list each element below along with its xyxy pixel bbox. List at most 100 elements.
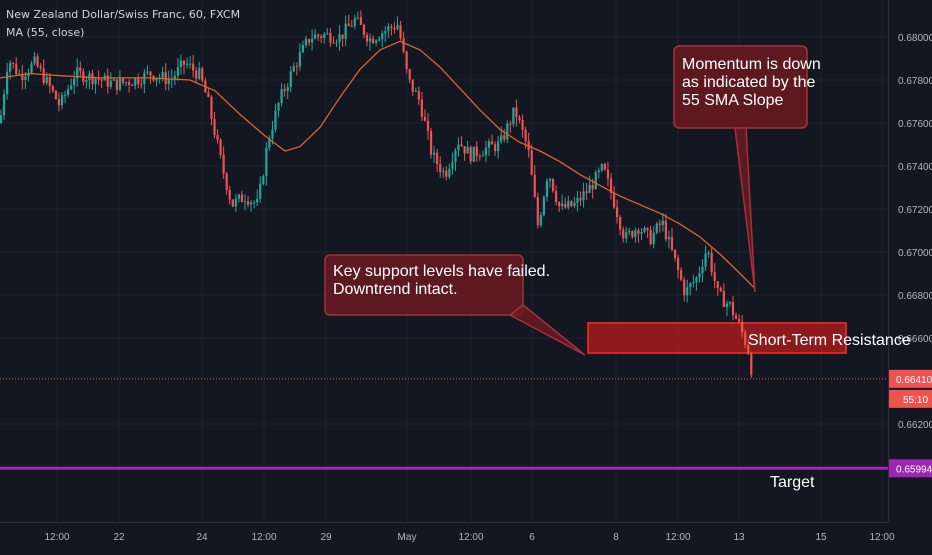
candle-body [189, 63, 192, 65]
candle-body [219, 139, 222, 155]
candle-body [368, 38, 372, 42]
candle-body [405, 51, 408, 70]
candle-body [594, 172, 597, 190]
candle-body [326, 32, 329, 34]
candle-body [652, 232, 655, 245]
target-label: Target [770, 474, 815, 491]
candle-body [402, 38, 405, 52]
candle-body [521, 119, 524, 130]
candle-body [567, 200, 570, 208]
support-line-2: Downtrend intact. [333, 281, 458, 298]
candle-body [625, 232, 628, 239]
candle-body [91, 73, 94, 85]
candle-body [710, 252, 713, 273]
momentum-callout-pointer [734, 127, 756, 293]
candle-body [73, 78, 76, 86]
candle-body [137, 78, 140, 85]
candle-body [698, 273, 701, 278]
candle-body [536, 197, 539, 226]
candle-body [744, 332, 747, 345]
candle-body [124, 82, 128, 84]
candle-body [112, 79, 115, 81]
candle-body [570, 200, 573, 206]
candle-body [314, 34, 317, 39]
candle-body [542, 196, 545, 216]
candle-body [63, 95, 67, 97]
candle-body [344, 23, 347, 39]
candle-body [88, 73, 91, 80]
candle-body [646, 228, 649, 230]
candle-body [670, 236, 674, 250]
candle-body [518, 117, 521, 120]
price-tick-label: 0.67200 [898, 205, 932, 216]
candle-body [634, 230, 637, 238]
candle-body [280, 89, 283, 104]
candle-body [289, 71, 292, 87]
time-tick-label: 15 [815, 532, 827, 543]
candle-body [582, 191, 585, 201]
candle-body [231, 199, 234, 207]
candle-body [701, 266, 704, 274]
time-tick-label: 24 [196, 532, 208, 543]
candle-body [301, 45, 305, 53]
candle-body [631, 231, 634, 238]
candle-body [42, 68, 45, 84]
candle-body [304, 39, 308, 46]
price-tick-label: 0.67800 [898, 76, 932, 87]
candle-body [686, 287, 689, 296]
candle-body [311, 38, 314, 43]
price-tick-label: 0.66600 [898, 334, 932, 345]
candle-body [375, 40, 378, 44]
candle-body [216, 135, 219, 140]
candle-body [463, 146, 466, 154]
countdown-badge [889, 389, 932, 408]
candle-body [173, 75, 176, 79]
candle-body [731, 302, 735, 316]
candle-body [494, 144, 497, 152]
candle-body [323, 33, 326, 39]
candle-body [155, 78, 158, 81]
indicator-label[interactable]: MA (55, close) [6, 26, 85, 39]
candle-body [600, 164, 603, 171]
candle-body [500, 135, 503, 142]
candle-body [591, 185, 594, 190]
candle-body [167, 79, 170, 84]
candle-body [588, 185, 591, 193]
momentum-line-2: as indicated by the [682, 74, 816, 91]
candle-body [134, 78, 137, 86]
candle-body [445, 170, 448, 177]
candle-body [719, 287, 722, 291]
candle-body [606, 169, 610, 179]
candle-body [24, 76, 27, 80]
candle-body [515, 107, 518, 118]
candle-body [246, 201, 250, 205]
candle-body [551, 178, 555, 192]
candle-body [317, 34, 320, 37]
target-price-badge [889, 459, 932, 478]
candle-body [271, 129, 274, 139]
momentum-line-3: 55 SMA Slope [682, 92, 784, 109]
target-price-label: 0.65994 [896, 464, 932, 475]
resistance-zone [587, 322, 847, 354]
candle-body [57, 99, 61, 106]
symbol-title[interactable]: New Zealand Dollar/Swiss Franc, 60, FXCM [6, 8, 241, 21]
candle-body [54, 90, 57, 100]
candle-body [655, 223, 658, 233]
candle-body [738, 318, 741, 322]
candle-body [295, 66, 298, 68]
candle-body [85, 79, 88, 82]
candle-body [460, 144, 463, 147]
candle-body [695, 277, 698, 283]
candle-body [48, 76, 51, 87]
candle-body [21, 73, 24, 80]
candle-body [707, 252, 710, 254]
candle-body [716, 281, 719, 288]
time-tick-label: 12:00 [458, 532, 483, 543]
candle-body [256, 198, 259, 203]
price-tick-label: 0.67400 [898, 162, 932, 173]
candle-body [228, 189, 231, 200]
candle-body [683, 279, 686, 296]
candle-body [350, 26, 353, 28]
candle-body [548, 178, 552, 181]
